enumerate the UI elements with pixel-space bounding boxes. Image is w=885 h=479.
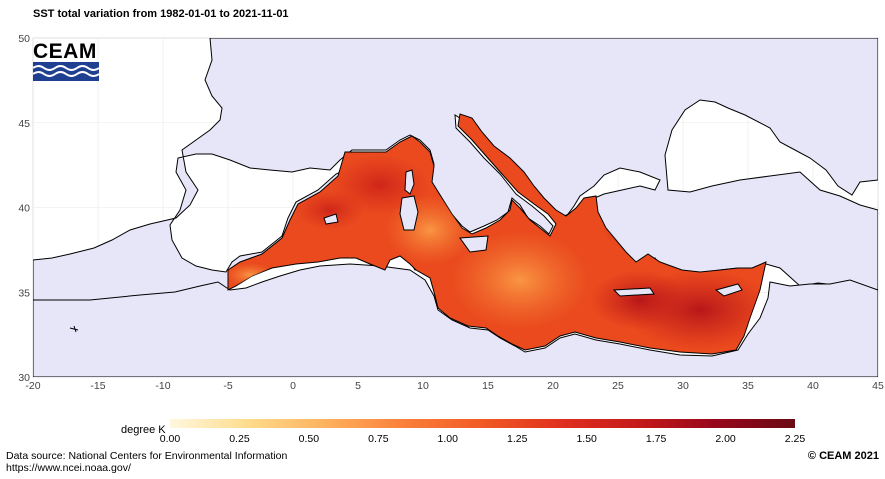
colorbar-tick-label: 1.00 [438, 433, 459, 445]
x-tick-label: 15 [482, 380, 494, 392]
colorbar-tick-label: 1.75 [646, 433, 667, 445]
source-line-1: Data source: National Centers for Enviro… [6, 450, 288, 462]
source-url[interactable]: https://www.ncei.noaa.gov/ [6, 462, 131, 474]
x-tick-label: 20 [547, 380, 559, 392]
island-sardinia [399, 195, 419, 231]
x-tick-label: 30 [677, 380, 689, 392]
y-tick-label: 40 [18, 203, 30, 215]
logo-text: CEAM [33, 40, 97, 63]
colorbar-ticks: 0.00 0.25 0.50 0.75 1.00 1.25 1.50 1.75 2.00 2.25 [160, 433, 806, 445]
waves-icon [33, 62, 99, 81]
y-axis: 30 35 40 45 50 [18, 33, 30, 384]
copyright: © CEAM 2021 [807, 450, 879, 462]
ceam-logo: CEAM [33, 40, 99, 82]
x-tick-label: 35 [742, 380, 754, 392]
y-tick-label: 45 [18, 118, 30, 130]
x-tick-label: -10 [155, 380, 170, 392]
island-cyprus [714, 283, 743, 297]
x-axis: -20 -15 -10 -5 0 5 10 15 20 25 30 35 40 45 [25, 380, 884, 392]
island-crete [612, 287, 655, 297]
colorbar-tick-label: 0.25 [229, 433, 250, 445]
colorbar-tick-label: 0.50 [299, 433, 320, 445]
x-tick-label: 0 [290, 380, 296, 392]
colorbar-tick-label: 1.50 [576, 433, 597, 445]
colorbar-tick-label: 0.00 [160, 433, 181, 445]
island-corsica [404, 169, 415, 195]
island-mallorca [323, 213, 339, 225]
island-sicily [459, 235, 489, 253]
map-title: SST total variation from 1982-01-01 to 2… [33, 8, 289, 20]
y-tick-label: 35 [18, 287, 30, 299]
colorbar-tick-label: 2.25 [785, 433, 806, 445]
x-tick-label: 40 [807, 380, 819, 392]
x-tick-label: 25 [612, 380, 624, 392]
x-tick-label: -5 [223, 380, 232, 392]
x-tick-label: -20 [25, 380, 40, 392]
land-africa [33, 263, 878, 377]
colorbar [170, 419, 795, 428]
y-tick-label: 30 [18, 372, 30, 384]
y-tick-label: 50 [18, 33, 30, 45]
x-tick-label: 45 [872, 380, 884, 392]
x-tick-label: -15 [90, 380, 105, 392]
x-tick-label: 5 [355, 380, 361, 392]
colorbar-tick-label: 1.25 [507, 433, 528, 445]
colorbar-tick-label: 0.75 [368, 433, 389, 445]
data-source: Data source: National Centers for Enviro… [6, 450, 287, 474]
x-tick-label: 10 [417, 380, 429, 392]
colorbar-label: degree K [121, 424, 166, 436]
colorbar-tick-label: 2.00 [715, 433, 736, 445]
island-canary [69, 325, 79, 333]
